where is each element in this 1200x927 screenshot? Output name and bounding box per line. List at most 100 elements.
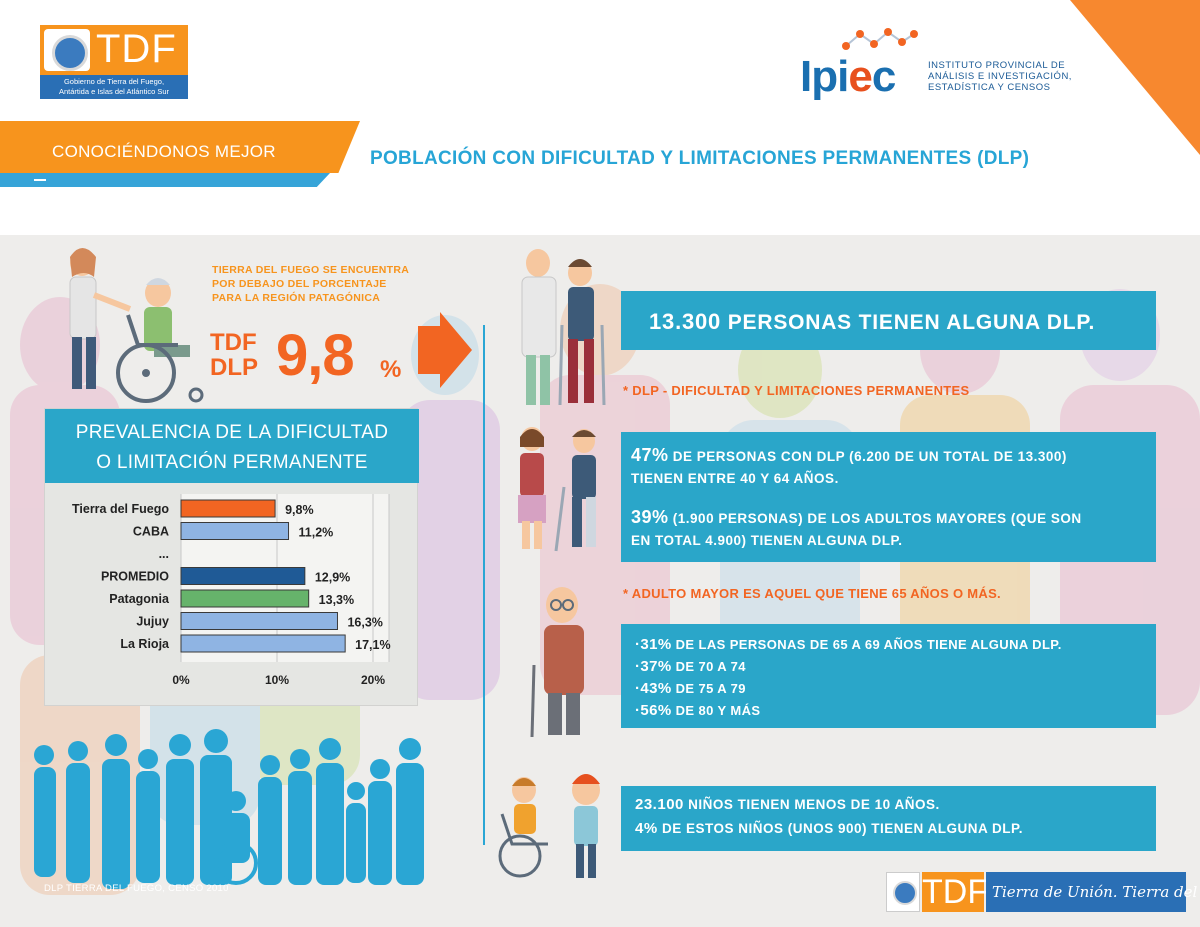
chart-title: PREVALENCIA DE LA DIFICULTAD O LIMITACIÓ… xyxy=(45,409,419,483)
dlp-definition-note: * DLP - DIFICULTAD Y LIMITACIONES PERMAN… xyxy=(623,383,970,398)
ipiec-line-1: INSTITUTO PROVINCIAL DE xyxy=(928,60,1066,71)
list-item-pct: ·43% xyxy=(635,680,672,697)
children-box: 23.100 NIÑOS TIENEN MENOS DE 10 AÑOS. 4%… xyxy=(621,786,1156,851)
chart-category-label: PROMEDIO xyxy=(101,570,169,584)
chart-x-tick-label: 20% xyxy=(361,673,385,687)
chart-title-line-2: O LIMITACIÓN PERMANENTE xyxy=(96,452,368,473)
tdf-dlp-label: TDF DLP xyxy=(210,330,258,380)
chart-category-label: ... xyxy=(159,547,169,561)
footer-tdf-text: TDF xyxy=(922,872,989,912)
list-item-pct: ·56% xyxy=(635,702,672,719)
corner-decoration xyxy=(1070,0,1200,155)
children-wheelchair-illustration xyxy=(498,774,600,878)
ipiec-full-name: INSTITUTO PROVINCIAL DE ANÁLISIS E INVES… xyxy=(928,60,1072,93)
ipiec-line-2: ANÁLISIS E INVESTIGACIÓN, xyxy=(928,71,1072,82)
chart-bar xyxy=(180,567,306,585)
tdf-logo-caption: Gobierno de Tierra del Fuego, Antártida … xyxy=(40,75,188,99)
list-item-text: DE 75 A 79 xyxy=(675,681,746,696)
list-item: ·43% DE 75 A 79 xyxy=(635,680,746,697)
tdf-logo-text: TDF xyxy=(96,27,177,71)
tdf-logo-caption-line-2: Antártida e Islas del Atlántico Sur xyxy=(58,87,170,96)
ipiec-wordmark: Ipiec xyxy=(800,52,897,102)
page-title: POBLACIÓN CON DIFICULTAD Y LIMITACIONES … xyxy=(370,148,1030,169)
footer-logo: TDF Tierra de Unión. Tierra del Fuego. xyxy=(886,872,1200,912)
ipiec-word-part-2: e xyxy=(848,52,873,101)
crest-icon xyxy=(886,872,920,912)
chart-x-tick-label: 10% xyxy=(265,673,289,687)
children-count: 23.100 xyxy=(635,796,684,813)
tdf-label: TDF xyxy=(210,329,257,356)
crowd-silhouettes xyxy=(34,729,424,889)
crest-icon xyxy=(44,29,90,71)
chart-value-label: 12,9% xyxy=(315,571,350,585)
chart-title-line-1: PREVALENCIA DE LA DIFICULTAD xyxy=(75,422,389,443)
children-line-1: 23.100 NIÑOS TIENEN MENOS DE 10 AÑOS. xyxy=(635,796,940,813)
list-item-text: DE LAS PERSONAS DE 65 A 69 AÑOS TIENE AL… xyxy=(675,637,1062,652)
wheelchair-caregiver-illustration xyxy=(69,248,204,403)
chart-bar xyxy=(180,589,310,608)
seniors-text-a: (1.900 PERSONAS) DE LOS ADULTOS MAYORES … xyxy=(672,511,1082,526)
list-item-text: DE 70 A 74 xyxy=(675,659,746,674)
children-dlp-pct: 4% xyxy=(635,820,658,837)
age-40-64-text-b: TIENEN ENTRE 40 Y 64 AÑOS. xyxy=(631,471,839,486)
total-dlp-label: PERSONAS TIENEN ALGUNA DLP. xyxy=(727,311,1096,334)
age-40-64-text-a: DE PERSONAS CON DLP (6.200 DE UN TOTAL D… xyxy=(672,449,1067,464)
list-item-pct: ·37% xyxy=(635,658,672,675)
chart-bar xyxy=(180,634,346,653)
total-dlp-number: 13.300 xyxy=(649,309,722,334)
doctor-patient-illustration xyxy=(521,249,606,406)
header: TDF Gobierno de Tierra del Fuego, Antárt… xyxy=(0,0,1200,235)
children-dlp-text: DE ESTOS NIÑOS (UNOS 900) TIENEN ALGUNA … xyxy=(661,821,1024,836)
couple-crutch-illustration xyxy=(518,427,596,552)
chart-bar xyxy=(180,499,276,518)
seniors-line-1: 39% (1.900 PERSONAS) DE LOS ADULTOS MAYO… xyxy=(631,506,1082,530)
tdf-logo-caption-line-1: Gobierno de Tierra del Fuego, xyxy=(63,77,165,86)
children-line-2: 4% DE ESTOS NIÑOS (UNOS 900) TIENEN ALGU… xyxy=(635,820,1023,837)
band-dash xyxy=(34,179,46,181)
age-distribution-box: 47% DE PERSONAS CON DLP (6.200 DE UN TOT… xyxy=(621,432,1156,562)
chart-bar xyxy=(180,522,290,540)
section-band-accent xyxy=(0,173,330,187)
chart-value-label: 16,3% xyxy=(347,616,382,630)
footer-slogan: Tierra de Unión. Tierra del Fuego. xyxy=(986,872,1200,912)
chart-value-label: 11,2% xyxy=(299,526,334,540)
ipiec-word-part-3: c xyxy=(871,52,897,101)
tdf-note-line-2: POR DEBAJO DEL PORCENTAJE xyxy=(212,278,387,290)
elderly-cane-illustration xyxy=(530,587,584,738)
list-item: ·31% DE LAS PERSONAS DE 65 A 69 AÑOS TIE… xyxy=(635,636,1062,653)
arrow-right-icon xyxy=(418,312,472,388)
chart-category-label: La Rioja xyxy=(120,637,170,651)
section-band xyxy=(0,121,360,173)
children-count-text: NIÑOS TIENEN MENOS DE 10 AÑOS. xyxy=(688,797,940,812)
seniors-text-b: EN TOTAL 4.900) TIENEN ALGUNA DLP. xyxy=(631,533,903,548)
tdf-note-line-3: PARA LA REGIÓN PATAGÓNICA xyxy=(212,292,381,304)
tdf-note-line-1: TIERRA DEL FUEGO SE ENCUENTRA xyxy=(212,264,410,276)
tdf-dlp-value: 9,8 xyxy=(276,323,355,388)
section-label: CONOCIÉNDONOS MEJOR xyxy=(52,142,276,161)
ipiec-logo: Ipiec INSTITUTO PROVINCIAL DE ANÁLISIS E… xyxy=(800,24,1080,104)
molecule-icon xyxy=(842,28,918,50)
chart-bar xyxy=(180,612,338,630)
seniors-pct: 39% xyxy=(631,507,669,527)
senior-definition-note: * ADULTO MAYOR ES AQUEL QUE TIENE 65 AÑO… xyxy=(623,586,1001,601)
dlp-label: DLP xyxy=(210,354,258,381)
chart-value-label: 13,3% xyxy=(319,593,354,607)
chart-category-label: Tierra del Fuego xyxy=(72,502,169,516)
list-item-text: DE 80 Y MÁS xyxy=(675,703,761,718)
list-item: ·37% DE 70 A 74 xyxy=(635,658,746,675)
source-note: DLP TIERRA DEL FUEGO, CENSO 2010 xyxy=(44,883,229,894)
tdf-logo-top: TDF xyxy=(40,25,188,75)
chart-value-label: 17,1% xyxy=(355,638,390,652)
chart-category-label: Patagonia xyxy=(109,592,170,606)
chart-category-label: CABA xyxy=(133,525,169,539)
tdf-government-logo: TDF Gobierno de Tierra del Fuego, Antárt… xyxy=(40,25,188,99)
prevalence-bar-chart: 0% 10% 20% Tierra del Fuego 9,8% CABA 11,2%...… xyxy=(72,494,391,687)
tdf-dlp-unit: % xyxy=(380,356,402,383)
chart-x-tick-label: 0% xyxy=(172,673,190,687)
age-40-64-line-1: 47% DE PERSONAS CON DLP (6.200 DE UN TOT… xyxy=(631,444,1067,468)
list-item: ·56% DE 80 Y MÁS xyxy=(635,702,761,719)
total-dlp-text: 13.300 PERSONAS TIENEN ALGUNA DLP. xyxy=(649,309,1095,335)
list-item-pct: ·31% xyxy=(635,636,672,653)
ipiec-line-3: ESTADÍSTICA Y CENSOS xyxy=(928,82,1051,93)
total-dlp-box: 13.300 PERSONAS TIENEN ALGUNA DLP. xyxy=(621,291,1156,350)
